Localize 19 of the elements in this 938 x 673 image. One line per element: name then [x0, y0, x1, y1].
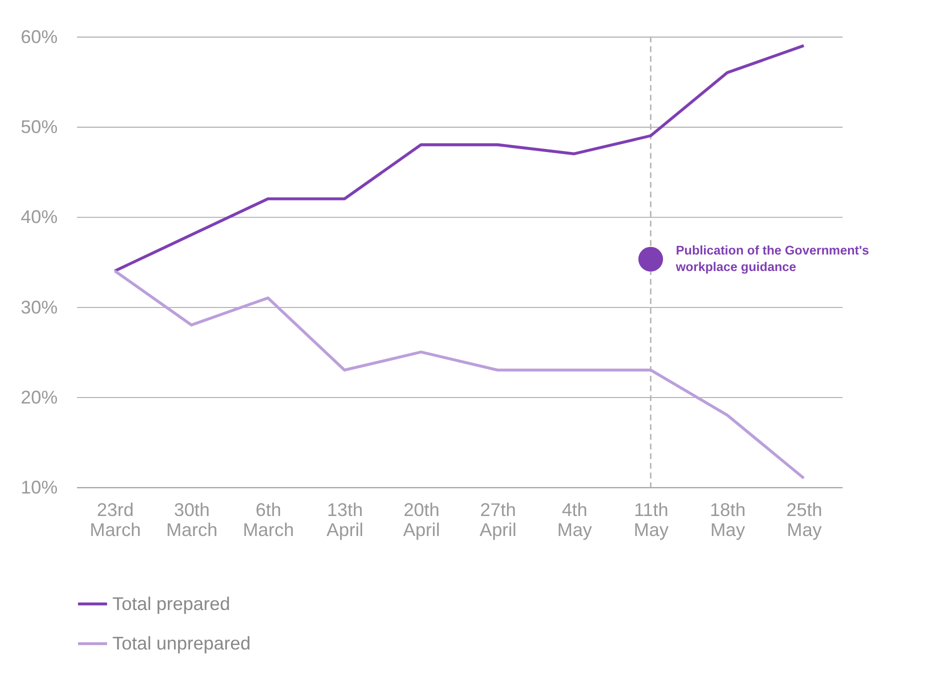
x-tick-label: 20th April: [403, 498, 440, 540]
y-tick-label: 30%: [20, 296, 58, 318]
x-tick-label: 27th April: [480, 498, 516, 540]
y-tick-label: 10%: [20, 476, 58, 498]
x-tick-label: 6th March: [242, 498, 294, 540]
y-tick-label: 60%: [20, 26, 58, 47]
x-tick-label: 18th May: [710, 498, 746, 540]
x-tick-label: 4th May: [557, 498, 593, 540]
y-tick-label: 20%: [20, 386, 58, 408]
x-tick-label: 25th May: [786, 498, 822, 540]
x-tick-label: 30th March: [166, 498, 218, 540]
legend-label: Total prepared: [112, 592, 230, 614]
x-tick-label: 11th May: [634, 498, 670, 540]
x-tick-label: 13th April: [326, 498, 364, 540]
y-tick-label: 50%: [20, 116, 58, 138]
legend-label: Total unprepared: [112, 632, 251, 654]
annotation: Publication of the Government's workplace guidance: [674, 243, 869, 274]
x-tick-label: 23rd March: [90, 498, 141, 540]
y-tick-label: 40%: [20, 206, 58, 228]
